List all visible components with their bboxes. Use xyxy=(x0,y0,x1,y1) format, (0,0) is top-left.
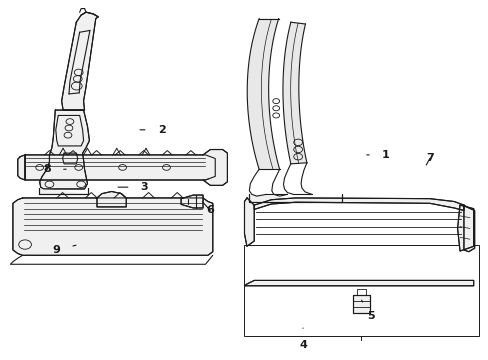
Text: 4: 4 xyxy=(299,340,306,350)
Polygon shape xyxy=(247,19,279,169)
Text: 8: 8 xyxy=(43,164,51,174)
Polygon shape xyxy=(203,149,227,185)
Polygon shape xyxy=(457,205,473,251)
Text: 7: 7 xyxy=(425,153,433,163)
Bar xyxy=(243,244,478,336)
Polygon shape xyxy=(249,194,341,202)
Polygon shape xyxy=(13,198,212,255)
Polygon shape xyxy=(61,12,98,110)
Text: 1: 1 xyxy=(381,150,389,160)
Polygon shape xyxy=(39,188,88,194)
Polygon shape xyxy=(25,155,215,180)
Polygon shape xyxy=(181,195,203,208)
Polygon shape xyxy=(283,22,306,164)
Polygon shape xyxy=(352,295,369,313)
Polygon shape xyxy=(18,155,25,180)
Polygon shape xyxy=(97,192,126,207)
Text: 6: 6 xyxy=(206,206,214,216)
Polygon shape xyxy=(254,198,463,211)
Text: 5: 5 xyxy=(366,311,374,321)
Polygon shape xyxy=(244,280,473,286)
Text: 2: 2 xyxy=(158,125,165,135)
Text: 9: 9 xyxy=(53,245,61,255)
Polygon shape xyxy=(244,198,254,246)
Polygon shape xyxy=(463,205,474,252)
Text: 3: 3 xyxy=(141,182,148,192)
Polygon shape xyxy=(40,110,89,189)
